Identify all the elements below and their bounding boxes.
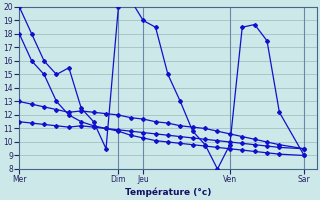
X-axis label: Température (°c): Température (°c) bbox=[125, 187, 211, 197]
